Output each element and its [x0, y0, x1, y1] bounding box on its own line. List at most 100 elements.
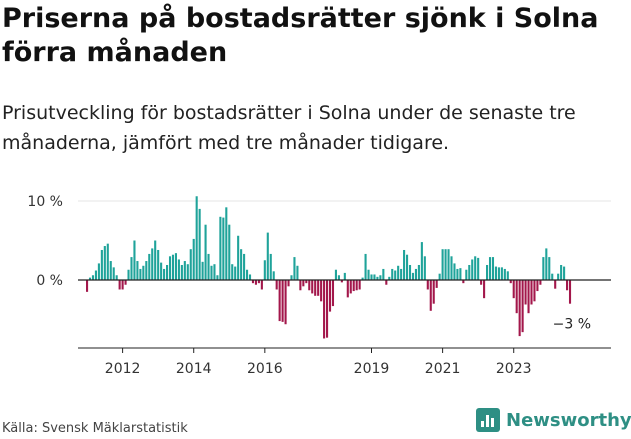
bar [228, 224, 231, 280]
bar [539, 280, 542, 285]
bar [432, 280, 435, 304]
bar [530, 280, 533, 305]
bar [379, 275, 382, 280]
bar [494, 266, 497, 280]
bar [198, 208, 201, 280]
bar [106, 243, 109, 280]
bar [299, 280, 302, 291]
bar [328, 280, 332, 312]
bar [468, 264, 471, 280]
bar [438, 273, 441, 280]
bar [139, 268, 142, 280]
bar [497, 267, 500, 280]
source-label: Källa: Svensk Mäklarstatistik [2, 421, 188, 436]
bar [527, 280, 530, 314]
bar [403, 249, 406, 280]
bar [343, 272, 346, 280]
bar [548, 257, 551, 280]
bar [305, 280, 308, 284]
bar [554, 280, 557, 289]
bar [509, 280, 512, 284]
bar-chart-icon [476, 408, 500, 432]
bar [243, 253, 246, 280]
bar [411, 272, 415, 280]
bar [248, 274, 252, 280]
bar [130, 257, 133, 280]
bar [94, 270, 97, 280]
bar [163, 268, 166, 280]
bar [216, 275, 219, 280]
bar [450, 256, 453, 280]
bar [355, 280, 358, 291]
bar [281, 280, 284, 322]
x-tick-label: 2023 [496, 361, 532, 377]
bar [266, 232, 269, 280]
bar [148, 253, 151, 280]
bar [512, 280, 515, 299]
bar [246, 269, 249, 280]
bar [423, 256, 426, 280]
y-tick-label: 0 % [36, 273, 63, 289]
bar [408, 264, 412, 280]
bar [352, 280, 355, 292]
bar [166, 264, 169, 280]
bar [290, 275, 293, 280]
bar [385, 280, 388, 285]
bar [231, 264, 234, 280]
bar-chart: 10 % 0 % 2012 2014 2016 2019 2021 2023 −3 % [27, 194, 611, 377]
bar [370, 274, 373, 280]
bar [515, 280, 518, 314]
bar [453, 263, 456, 280]
bar [477, 257, 480, 280]
bar [334, 269, 337, 280]
bar [296, 265, 299, 280]
bar [563, 266, 566, 280]
bar [524, 280, 527, 305]
bar [142, 265, 145, 280]
bar [91, 275, 95, 280]
bar [136, 261, 139, 280]
bar [536, 280, 539, 292]
bar [394, 270, 397, 280]
bar [121, 280, 124, 290]
bar [240, 249, 243, 280]
bar [174, 253, 177, 280]
x-tick-label: 2012 [105, 361, 141, 377]
bar [542, 257, 545, 280]
bar [429, 280, 432, 311]
bar [340, 280, 343, 283]
bar [320, 280, 323, 302]
bar [358, 280, 361, 290]
bar [260, 280, 263, 290]
bar [382, 268, 385, 280]
bar [506, 271, 509, 280]
bar [373, 274, 376, 280]
bar [557, 273, 560, 280]
bar [207, 253, 210, 280]
bar [391, 268, 394, 280]
bar [488, 257, 492, 280]
bar [145, 261, 148, 280]
bar [180, 264, 183, 280]
bar [284, 280, 287, 325]
bar [459, 268, 462, 280]
x-tick-label: 2014 [176, 361, 212, 377]
bar [308, 280, 311, 291]
bar [151, 248, 154, 280]
bar [503, 268, 506, 280]
bar [545, 248, 548, 280]
bar [133, 240, 136, 280]
bar [254, 280, 257, 285]
bar [521, 280, 524, 333]
bar [349, 280, 352, 294]
bar [420, 242, 423, 280]
bar [444, 249, 447, 280]
bar [480, 280, 483, 285]
chart-title: Priserna på bostadsrätter sjönk i Solna … [2, 3, 599, 68]
x-tick-label: 2021 [425, 361, 461, 377]
bar [388, 276, 391, 280]
bar [103, 246, 106, 280]
bar [568, 280, 572, 304]
bar [118, 280, 121, 290]
bar [417, 264, 420, 280]
